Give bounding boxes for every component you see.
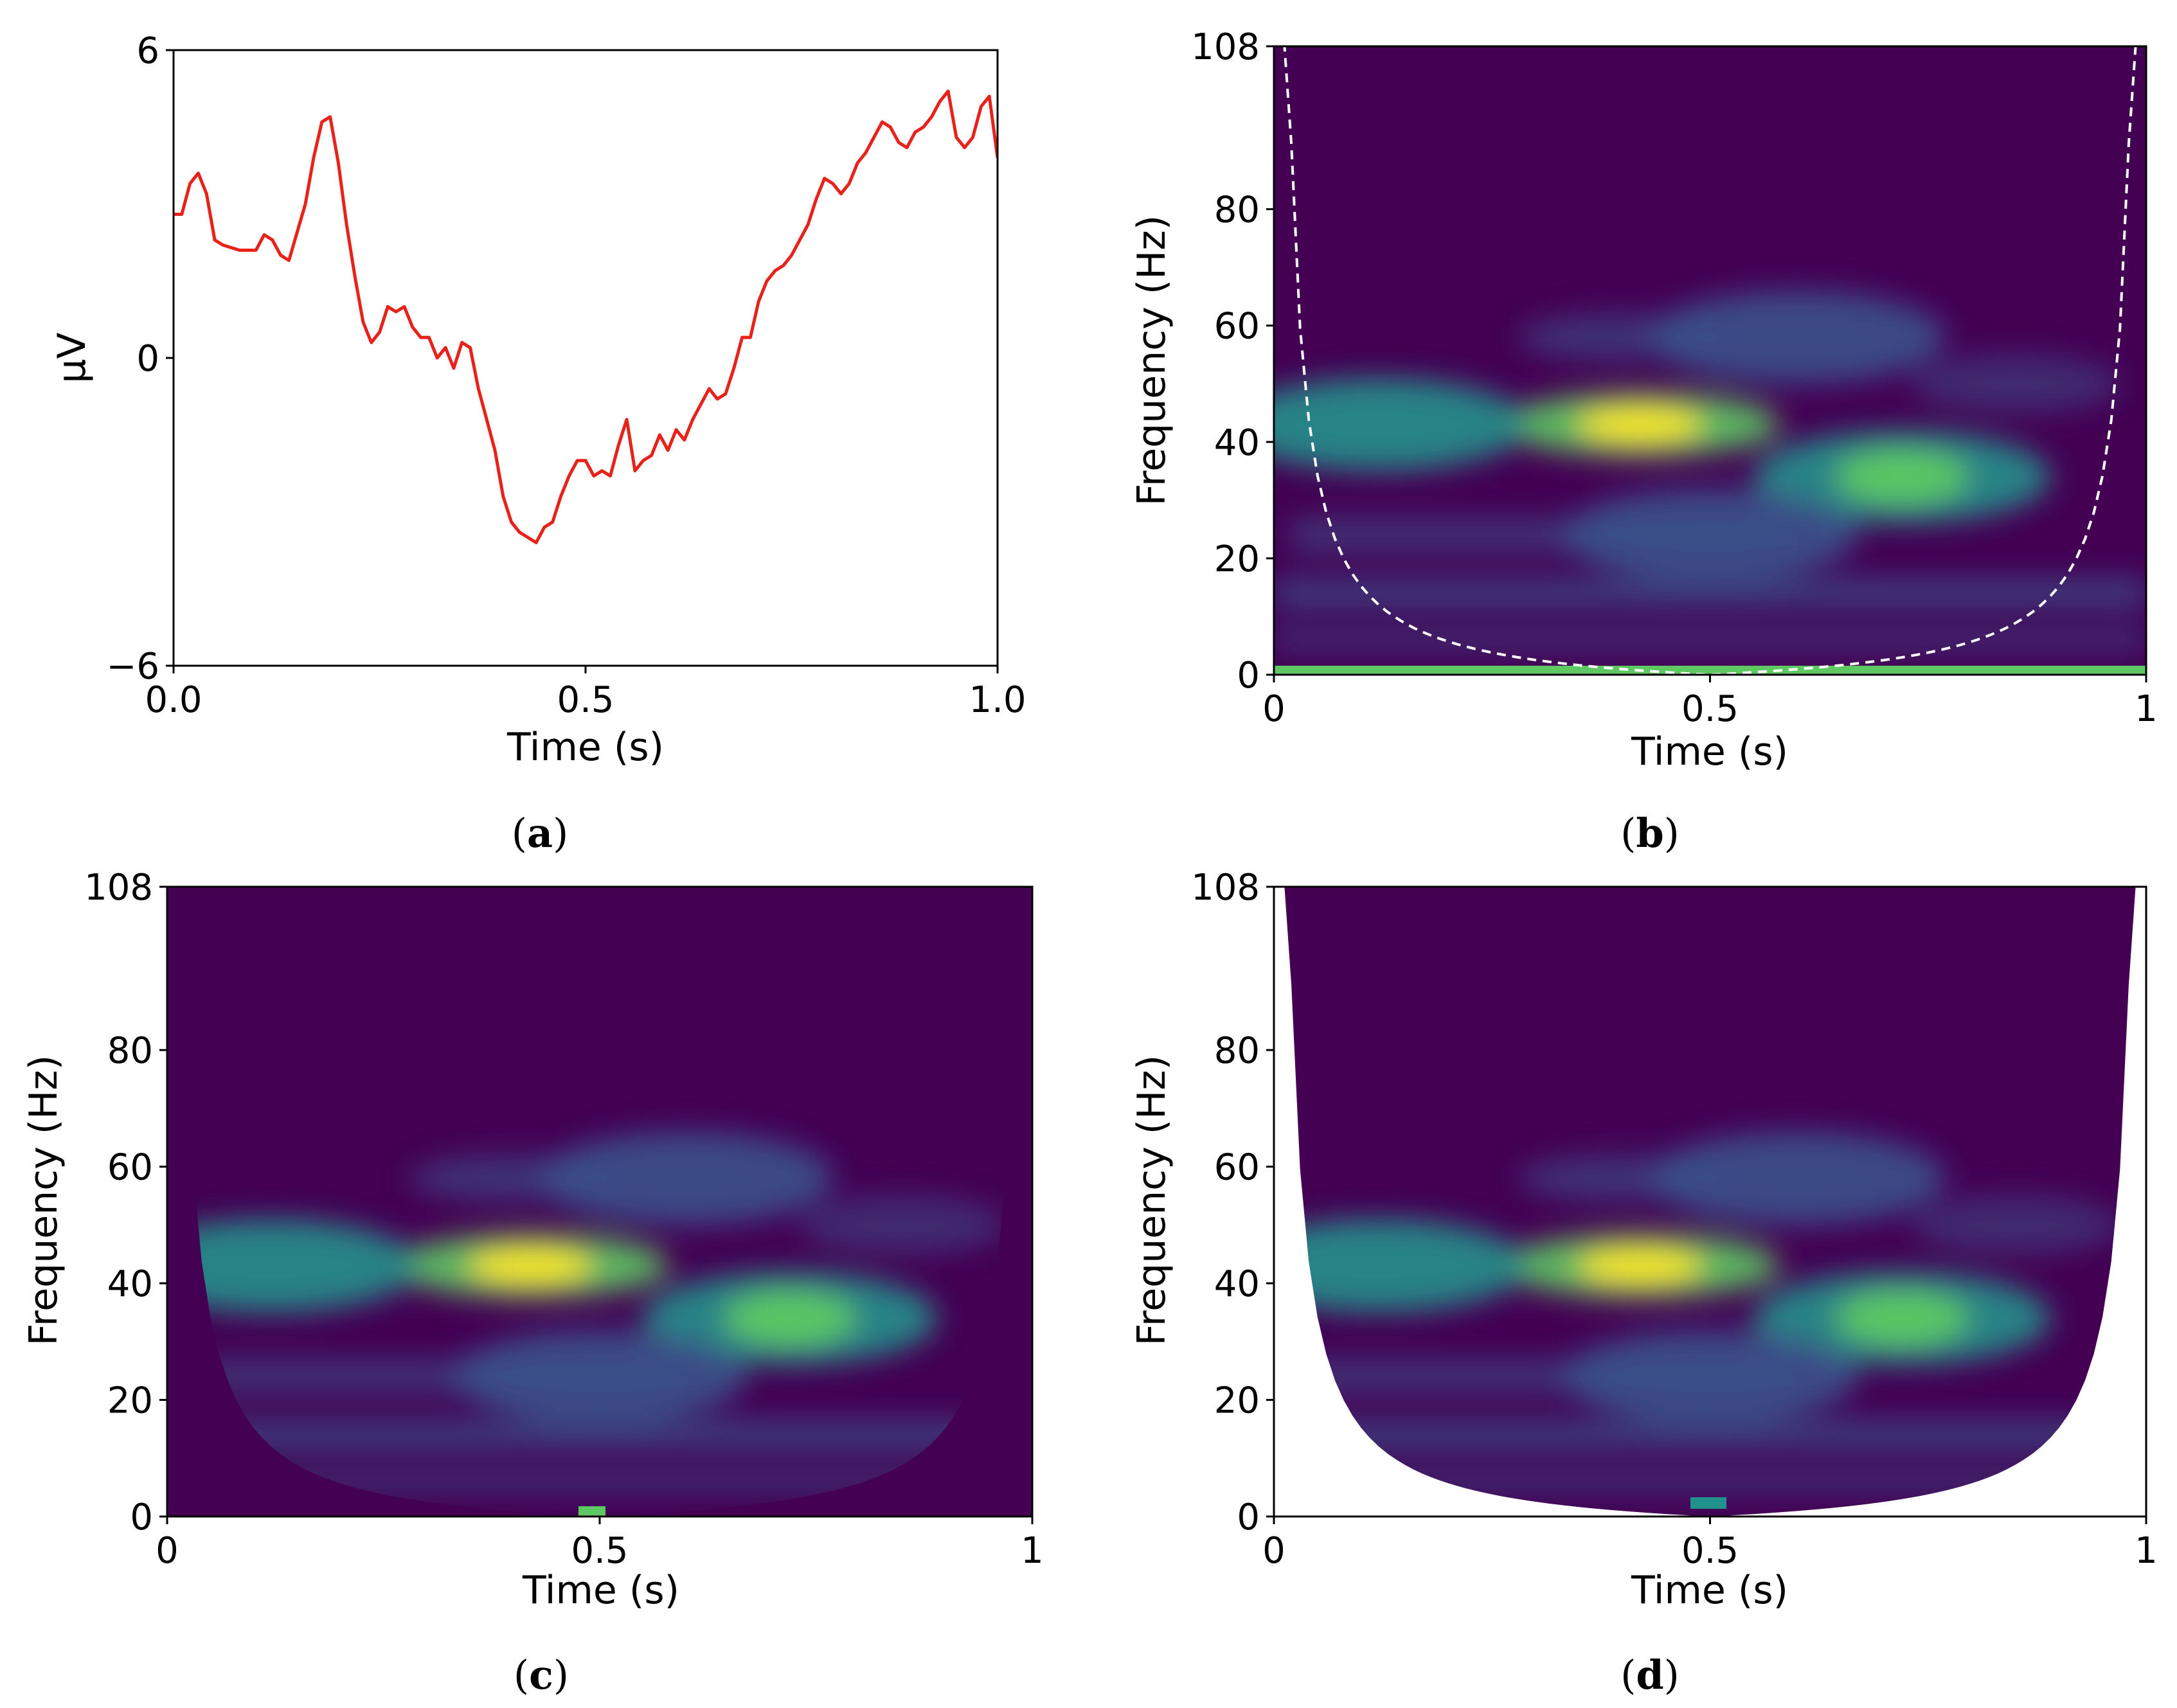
power-peak-core <box>1577 1246 1703 1285</box>
svg-text:(c): (c) <box>514 1651 569 1698</box>
panel-a-y-ticks: 6 0 −6 <box>106 30 174 688</box>
power-band <box>1274 1420 2146 1450</box>
panel-b-x-axis-label: Time (s) <box>1631 729 1788 774</box>
panel-c-y-tick-label: 60 <box>107 1147 153 1189</box>
panel-a-x-tick-label: 0.5 <box>557 679 614 721</box>
power-band <box>1274 628 2146 652</box>
power-band <box>167 1420 1032 1450</box>
power-peak <box>1518 314 1728 360</box>
power-peak <box>1274 378 1527 472</box>
panel-c-y-tick-label: 40 <box>107 1263 153 1305</box>
power-peak-core <box>1835 1290 1969 1347</box>
panel-c-y-tick-label: 0 <box>130 1497 153 1538</box>
panel-a-x-tick-label: 0.0 <box>145 679 202 721</box>
panel-b-y-axis-label: Frequency (Hz) <box>1129 215 1174 506</box>
power-peak-core <box>468 1246 593 1285</box>
panel-d-y-tick-label: 80 <box>1214 1030 1260 1072</box>
panel-c-x-tick-label: 0 <box>156 1530 179 1572</box>
power-peak-core <box>1835 449 1969 505</box>
power-peak <box>1910 354 2120 413</box>
panel-d-x-axis-label: Time (s) <box>1631 1568 1788 1613</box>
panel-c-caption: (c) <box>514 1651 569 1698</box>
panel-c-y-axis-label: Frequency (Hz) <box>21 1055 66 1346</box>
panel-c-x-tick-label: 1 <box>1021 1530 1044 1572</box>
panel-c-y-tick-label: 20 <box>107 1380 153 1422</box>
power-peak <box>1910 1195 2120 1254</box>
panel-a-y-tick-label: 6 <box>136 30 159 72</box>
panel-d-y-tick-label: 40 <box>1214 1263 1260 1305</box>
svg-text:(a): (a) <box>512 810 569 857</box>
panel-b-y-ticks: 0 20 40 60 80 108 <box>1191 26 1274 697</box>
svg-text:(b): (b) <box>1620 810 1680 857</box>
panel-b-caption: (b) <box>1620 810 1680 857</box>
power-peak-core <box>724 1290 857 1347</box>
power-peak <box>1649 1132 1946 1225</box>
panel-a-y-tick-label: −6 <box>106 646 159 688</box>
panel-c-x-axis-label: Time (s) <box>522 1568 679 1613</box>
panel-b-y-tick-label: 20 <box>1214 538 1260 580</box>
panel-a-x-tick-label: 1.0 <box>969 679 1026 721</box>
panel-d-x-tick-label: 0 <box>1262 1530 1286 1572</box>
panel-d-power-blobs <box>1274 1132 2146 1493</box>
panel-d-x-ticks: 0 0.5 1 <box>1262 1517 2158 1572</box>
power-peak <box>1649 290 1946 384</box>
panel-a-caption: (a) <box>512 810 569 857</box>
panel-b-x-tick-label: 0 <box>1262 688 1286 730</box>
panel-d-x-tick-label: 0.5 <box>1681 1530 1739 1572</box>
panel-b-power-blobs <box>1274 290 2146 652</box>
panel-b-x-tick-label: 1 <box>2135 688 2158 730</box>
panel-b-dc-band <box>1274 666 2146 675</box>
panel-a-x-axis-label: Time (s) <box>506 725 664 770</box>
panel-b-x-tick-label: 0.5 <box>1681 688 1739 730</box>
panel-b-y-tick-label: 40 <box>1214 422 1260 464</box>
panel-d-y-tick-label: 60 <box>1214 1147 1260 1189</box>
panel-c-y-tick-label: 108 <box>84 867 153 909</box>
power-peak <box>1561 1330 1859 1423</box>
power-peak <box>409 1155 617 1202</box>
panel-b-y-tick-label: 60 <box>1214 306 1260 348</box>
panel-c-y-tick-label: 80 <box>107 1030 153 1072</box>
panel-c-x-tick-label: 0.5 <box>571 1530 628 1572</box>
svg-text:(d): (d) <box>1620 1651 1680 1698</box>
panel-a-y-tick-label: 0 <box>136 338 159 380</box>
panel-c-y-ticks: 0 20 40 60 80 108 <box>84 867 167 1538</box>
power-peak <box>798 1195 1007 1254</box>
panel-b-x-ticks: 0 0.5 1 <box>1262 675 2158 730</box>
panel-b-y-tick-label: 108 <box>1191 26 1260 68</box>
power-peak <box>1518 1155 1728 1202</box>
panel-a-axes-frame <box>172 49 999 667</box>
power-band <box>1274 578 2146 608</box>
panel-c-power-blobs <box>167 1132 1032 1493</box>
eeg-signal-line <box>174 89 998 544</box>
panel-b-y-tick-label: 80 <box>1214 190 1260 231</box>
panel-d-y-axis-label: Frequency (Hz) <box>1129 1055 1174 1346</box>
power-peak <box>1561 488 1859 582</box>
power-peak <box>452 1330 747 1423</box>
panel-d-y-tick-label: 0 <box>1237 1497 1260 1538</box>
panel-d-y-ticks: 0 20 40 60 80 108 <box>1191 867 1274 1538</box>
panel-a-line-chart: 0.0 0.5 1.0 6 0 −6 Time (s) μV (a) <box>49 30 1026 857</box>
power-peak <box>539 1132 834 1225</box>
panel-c-x-ticks: 0 0.5 1 <box>156 1517 1044 1572</box>
panel-d-x-tick-label: 1 <box>2135 1530 2158 1572</box>
panel-b-y-tick-label: 0 <box>1237 655 1260 697</box>
panel-d-y-tick-label: 20 <box>1214 1380 1260 1422</box>
panel-c-dc-spot <box>578 1506 605 1517</box>
panel-d-dc-spot <box>1690 1497 1726 1509</box>
panel-d-y-tick-label: 108 <box>1191 867 1260 909</box>
cone-of-influence-line <box>1283 46 2137 675</box>
panel-d-caption: (d) <box>1620 1651 1680 1698</box>
power-peak-core <box>1577 405 1703 444</box>
panel-a-x-ticks: 0.0 0.5 1.0 <box>145 666 1026 721</box>
panel-a-y-axis-label: μV <box>49 332 94 383</box>
